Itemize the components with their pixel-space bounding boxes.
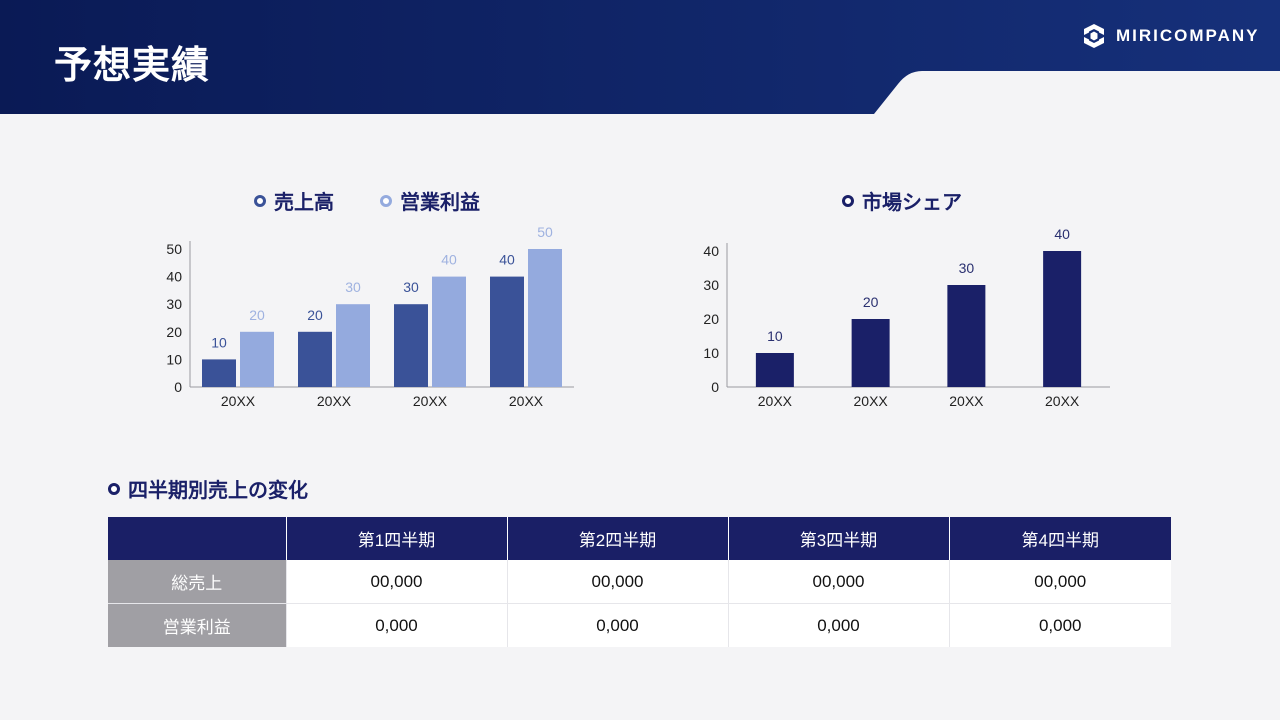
data-label: 30 xyxy=(345,279,361,295)
sales-profit-chart: 0 10 20 30 40 50 10 20 20XX 20 30 20XX 30 40 20XX 40 50 2… xyxy=(166,224,574,409)
data-label: 30 xyxy=(959,260,975,276)
header-banner xyxy=(0,0,1280,114)
legend-label-share: 市場シェア xyxy=(862,190,962,214)
table-cell: 0,000 xyxy=(285,603,507,647)
x-tick-label: 20XX xyxy=(413,393,448,409)
table-header-corner xyxy=(108,517,286,560)
brand-name: MIRICOMPANY xyxy=(1116,26,1260,45)
y-tick-label: 50 xyxy=(166,241,182,257)
bar-0-3 xyxy=(490,276,524,387)
legend-left: 売上高 営業利益 xyxy=(254,186,480,215)
legend-label-sales: 売上高 xyxy=(274,190,334,214)
quarterly-sales-table: 第1四半期 第2四半期 第3四半期 第4四半期 総売上 00,000 00,00… xyxy=(108,517,1171,647)
table-cell: 00,000 xyxy=(727,560,949,604)
x-tick-label: 20XX xyxy=(317,393,352,409)
page-title: 予想実績 xyxy=(54,43,211,87)
y-tick-label: 0 xyxy=(711,379,719,395)
row-label-operating-profit: 営業利益 xyxy=(108,603,286,647)
x-tick-label: 20XX xyxy=(758,393,793,409)
legend-item-share: 市場シェア xyxy=(842,186,962,215)
table-cell: 0,000 xyxy=(948,603,1171,647)
y-tick-label: 30 xyxy=(703,277,719,293)
data-label: 10 xyxy=(211,334,227,350)
table-header-q3: 第3四半期 xyxy=(727,517,949,560)
table-cell: 0,000 xyxy=(727,603,949,647)
y-tick-label: 10 xyxy=(166,351,182,367)
bar-0-0 xyxy=(202,359,236,387)
table-cell: 00,000 xyxy=(285,560,507,604)
table-header-q4: 第4四半期 xyxy=(948,517,1171,560)
legend-right: 市場シェア xyxy=(842,186,962,215)
data-label: 20 xyxy=(307,307,323,323)
market-share-chart: 0 10 20 30 40 10 20XX 20 20XX 30 20XX 40 20XX xyxy=(703,226,1110,409)
x-tick-label: 20XX xyxy=(854,393,889,409)
x-tick-label: 20XX xyxy=(1045,393,1080,409)
legend-dot-profit-icon xyxy=(380,194,392,207)
x-tick-label: 20XX xyxy=(221,393,256,409)
bar-0-2 xyxy=(947,285,986,387)
data-label: 40 xyxy=(1054,226,1070,242)
x-tick-label: 20XX xyxy=(509,393,544,409)
data-label: 40 xyxy=(499,252,515,268)
bar-0-3 xyxy=(1043,251,1082,387)
data-label: 20 xyxy=(249,307,265,323)
quarterly-section-title: 四半期別売上の変化 xyxy=(108,474,308,503)
legend-label-profit: 営業利益 xyxy=(400,190,480,214)
bar-0-0 xyxy=(755,353,794,387)
data-label: 20 xyxy=(863,294,879,310)
data-label: 50 xyxy=(537,224,553,240)
table-row: 総売上 00,000 00,000 00,000 00,000 xyxy=(108,560,1171,604)
y-tick-label: 40 xyxy=(166,269,182,285)
legend-item-sales: 売上高 xyxy=(254,186,334,215)
legend-dot-sales-icon xyxy=(254,194,266,207)
bar-0-1 xyxy=(851,319,890,387)
quarterly-title: 四半期別売上の変化 xyxy=(128,478,308,502)
brand-mark-icon xyxy=(1084,24,1104,48)
table-cell: 00,000 xyxy=(506,560,728,604)
x-tick-label: 20XX xyxy=(949,393,984,409)
brand-logo: MIRICOMPANY xyxy=(1080,22,1260,50)
bar-0-2 xyxy=(394,304,428,387)
table-header-row: 第1四半期 第2四半期 第3四半期 第4四半期 xyxy=(108,517,1171,560)
legend-item-profit: 営業利益 xyxy=(380,186,480,215)
data-label: 30 xyxy=(403,279,419,295)
bar-1-0 xyxy=(240,331,274,387)
y-tick-label: 20 xyxy=(166,324,182,340)
y-tick-label: 10 xyxy=(703,345,719,361)
y-tick-label: 40 xyxy=(703,243,719,259)
data-label: 10 xyxy=(767,328,783,344)
y-tick-label: 30 xyxy=(166,296,182,312)
bar-1-3 xyxy=(528,249,562,387)
legend-dot-share-icon xyxy=(842,194,854,207)
bar-1-1 xyxy=(336,304,370,387)
bar-1-2 xyxy=(432,276,466,387)
table-header-q2: 第2四半期 xyxy=(506,517,728,560)
table-header-q1: 第1四半期 xyxy=(285,517,507,560)
y-tick-label: 0 xyxy=(174,379,182,395)
table-cell: 0,000 xyxy=(506,603,728,647)
table-cell: 00,000 xyxy=(948,560,1171,604)
section-dot-icon xyxy=(108,482,120,495)
table-row: 営業利益 0,000 0,000 0,000 0,000 xyxy=(108,603,1171,647)
row-label-total-sales: 総売上 xyxy=(108,560,286,604)
bar-0-1 xyxy=(298,331,332,387)
data-label: 40 xyxy=(441,252,457,268)
y-tick-label: 20 xyxy=(703,311,719,327)
